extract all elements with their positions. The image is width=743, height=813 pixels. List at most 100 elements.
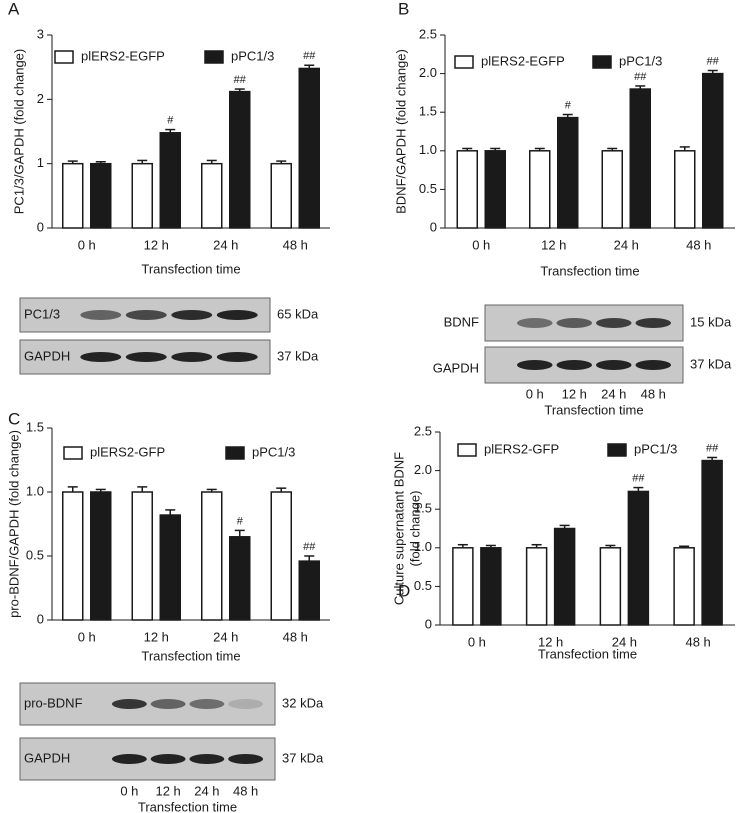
blot-band bbox=[125, 310, 167, 320]
blot-band bbox=[595, 360, 632, 370]
bar bbox=[629, 88, 651, 229]
legend-label: pPC1/3 bbox=[252, 444, 295, 459]
legend-label: pPC1/3 bbox=[634, 441, 677, 456]
y-tick-label: 2.5 bbox=[414, 423, 432, 438]
legend-label: plERS2-GFP bbox=[90, 444, 165, 459]
bar bbox=[701, 459, 723, 626]
annotation: # bbox=[237, 515, 244, 527]
x-tick-label: 0 h bbox=[472, 237, 490, 252]
x-axis-label: Transfection time bbox=[540, 263, 639, 278]
bar bbox=[201, 162, 223, 229]
blot-band bbox=[228, 699, 264, 709]
bar bbox=[131, 491, 153, 621]
y-tick-label: 0.5 bbox=[419, 181, 437, 196]
blot-row-label: PC1/3 bbox=[24, 306, 60, 321]
blot-x-label: Transfection time bbox=[544, 402, 643, 417]
legend-label: pPC1/3 bbox=[619, 53, 662, 68]
blot-band bbox=[516, 318, 553, 328]
bar bbox=[627, 490, 650, 626]
x-tick-label: 24 h bbox=[612, 634, 637, 649]
bar bbox=[298, 67, 320, 229]
blot-band bbox=[556, 360, 593, 370]
blot-size-label: 37 kDa bbox=[690, 356, 732, 371]
x-tick-label: 48 h bbox=[685, 634, 710, 649]
blot-lane-label: 12 h bbox=[155, 783, 180, 798]
bar bbox=[484, 150, 506, 229]
blot-band bbox=[635, 318, 672, 328]
blot-band bbox=[216, 310, 258, 320]
y-tick-label: 1.0 bbox=[26, 483, 44, 498]
legend-swatch bbox=[592, 55, 612, 69]
annotation: # bbox=[565, 99, 572, 111]
bar bbox=[201, 491, 223, 621]
blot-panel bbox=[19, 682, 276, 726]
blot-band bbox=[228, 754, 264, 764]
bar bbox=[456, 150, 478, 229]
bar bbox=[159, 132, 181, 229]
panel-letter: C bbox=[8, 409, 20, 428]
blot-band bbox=[516, 360, 553, 370]
x-tick-label: 12 h bbox=[541, 237, 566, 252]
bar bbox=[62, 162, 84, 229]
y-tick-label: 2.0 bbox=[419, 65, 437, 80]
blot-size-label: 32 kDa bbox=[282, 695, 324, 710]
y-tick-label: 2 bbox=[37, 91, 44, 106]
x-tick-label: 12 h bbox=[538, 634, 563, 649]
legend-swatch bbox=[225, 446, 245, 460]
annotation: ## bbox=[632, 472, 645, 484]
legend-label: plERS2-GFP bbox=[484, 441, 559, 456]
blot-row-label: BDNF bbox=[444, 314, 479, 329]
blot-x-label: Transfection time bbox=[138, 799, 237, 813]
y-tick-label: 1.5 bbox=[26, 419, 44, 434]
x-tick-label: 0 h bbox=[78, 629, 96, 644]
bar bbox=[557, 116, 579, 229]
annotation: ## bbox=[634, 71, 647, 83]
legend-swatch bbox=[457, 443, 477, 457]
y-tick-label: 3 bbox=[37, 26, 44, 41]
x-axis-label: Transfection time bbox=[141, 648, 240, 663]
bar bbox=[229, 536, 251, 621]
blot-band bbox=[189, 754, 225, 764]
blot-lane-label: 24 h bbox=[194, 783, 219, 798]
bar bbox=[90, 491, 112, 621]
blot-band bbox=[150, 699, 186, 709]
bar bbox=[270, 491, 292, 621]
bar bbox=[529, 150, 551, 229]
x-tick-label: 48 h bbox=[283, 237, 308, 252]
panel-letter: D bbox=[398, 581, 410, 600]
blot-band bbox=[171, 310, 213, 320]
legend-label: pPC1/3 bbox=[231, 48, 274, 63]
blot-row-label: GAPDH bbox=[24, 348, 70, 363]
blot-band bbox=[216, 352, 258, 362]
blot-band bbox=[150, 754, 186, 764]
legend-swatch bbox=[607, 443, 627, 457]
bar bbox=[90, 162, 112, 229]
blot-lane-label: 24 h bbox=[601, 386, 626, 401]
bar bbox=[270, 162, 292, 229]
bar bbox=[599, 547, 622, 626]
blot-lane-label: 0 h bbox=[526, 386, 544, 401]
bar bbox=[62, 491, 84, 621]
bar bbox=[702, 72, 724, 229]
y-tick-label: 1 bbox=[37, 155, 44, 170]
y-tick-label: 1.0 bbox=[419, 142, 437, 157]
y-tick-label: 1.5 bbox=[414, 501, 432, 516]
x-tick-label: 48 h bbox=[283, 629, 308, 644]
bar bbox=[601, 150, 623, 229]
legend-swatch bbox=[54, 50, 74, 64]
blot-band bbox=[111, 699, 147, 709]
blot-size-label: 65 kDa bbox=[277, 306, 319, 321]
x-tick-label: 48 h bbox=[686, 237, 711, 252]
blot-lane-label: 12 h bbox=[562, 386, 587, 401]
bar bbox=[229, 90, 251, 229]
blot-size-label: 37 kDa bbox=[282, 750, 324, 765]
blot-band bbox=[595, 318, 632, 328]
x-tick-label: 24 h bbox=[213, 629, 238, 644]
blot-band bbox=[111, 754, 147, 764]
blot-band bbox=[635, 360, 672, 370]
blot-size-label: 37 kDa bbox=[277, 348, 319, 363]
bar bbox=[525, 547, 548, 626]
annotation: ## bbox=[303, 541, 316, 553]
x-tick-label: 0 h bbox=[78, 237, 96, 252]
y-tick-label: 0.5 bbox=[414, 578, 432, 593]
